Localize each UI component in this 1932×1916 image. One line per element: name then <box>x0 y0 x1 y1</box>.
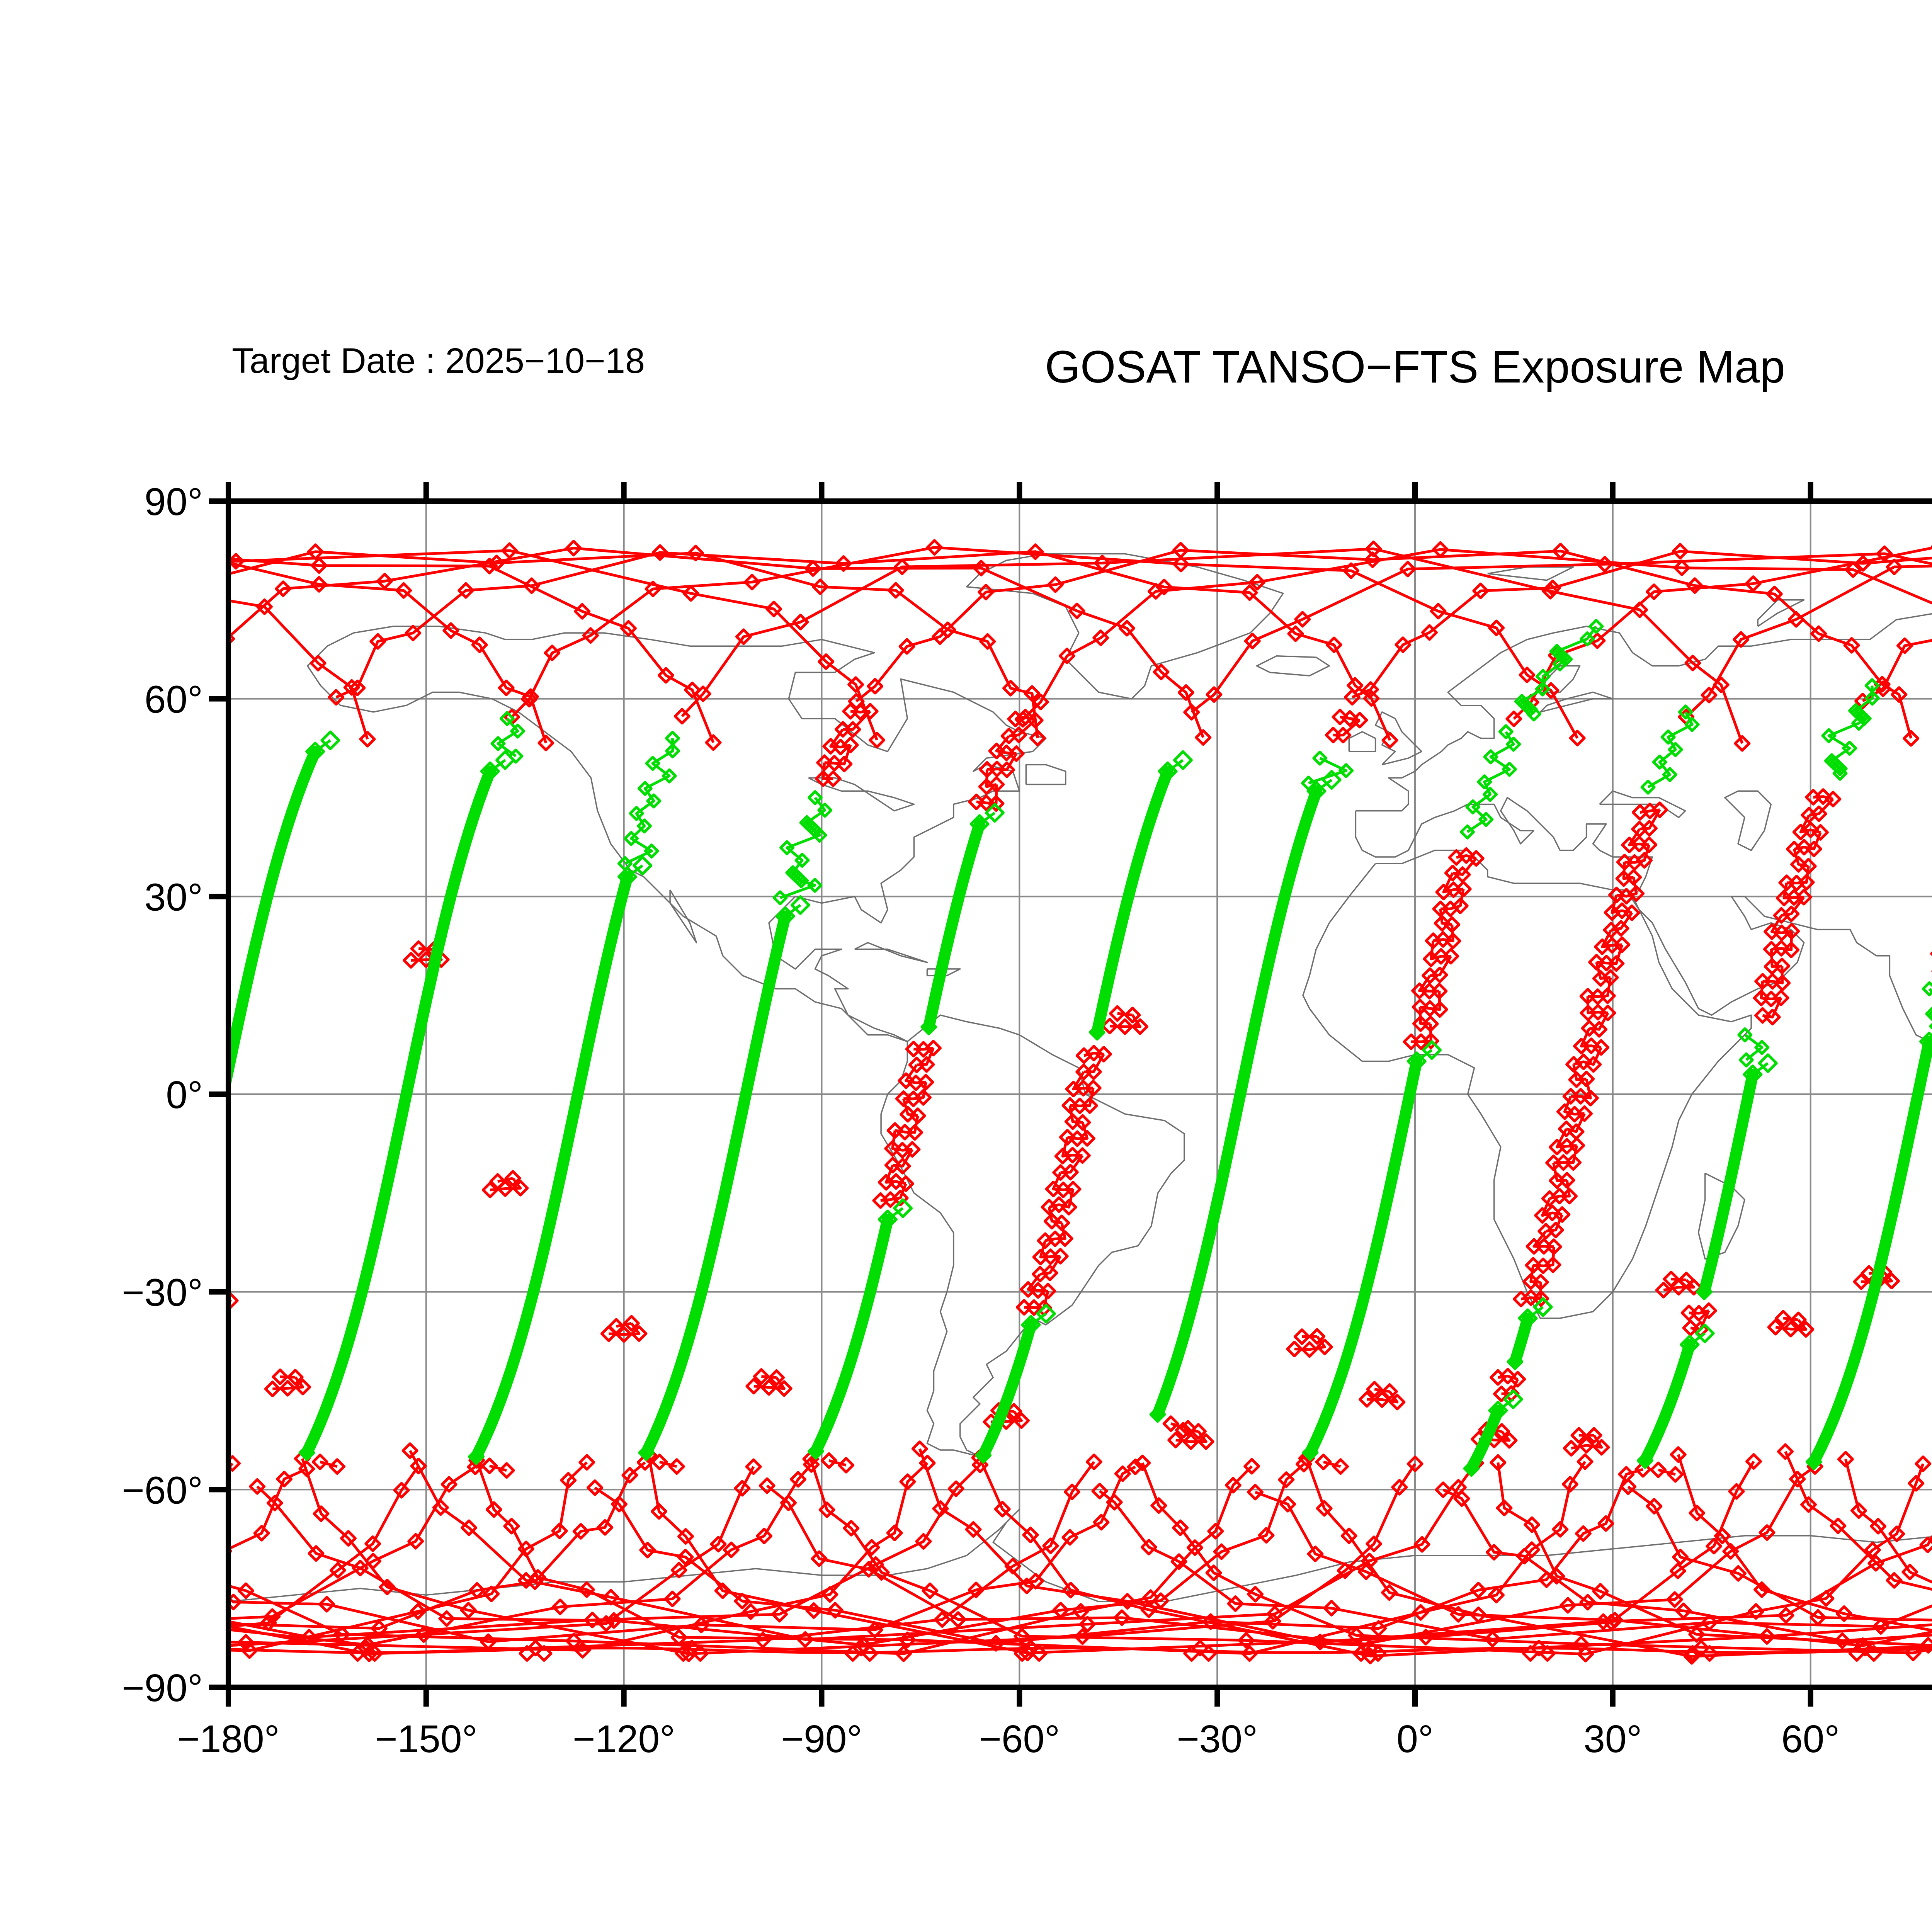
page-title: GOSAT TANSO−FTS Exposure Map <box>1045 342 1785 393</box>
plot-frame <box>209 482 1932 1707</box>
grid-lines <box>228 501 1932 1687</box>
y-tick-label: 90° <box>145 480 203 524</box>
x-tick-label: −30° <box>1177 1717 1258 1761</box>
y-tick-label: −30° <box>122 1271 203 1314</box>
x-tick-label: −120° <box>573 1717 675 1761</box>
axis-tick-labels: −180°−150°−120°−90°−60°−30°0°30°60°90°12… <box>122 480 1840 1761</box>
x-tick-label: 30° <box>1583 1717 1642 1761</box>
x-tick-label: −90° <box>781 1717 862 1761</box>
ob1d-track-path <box>228 546 1932 1658</box>
y-tick-label: −90° <box>122 1666 203 1710</box>
frame-path <box>209 482 1932 1707</box>
coastline-path <box>228 553 1932 1603</box>
y-tick-label: 30° <box>145 876 203 919</box>
ob1d-tracks <box>228 539 1932 1665</box>
x-tick-label: 60° <box>1781 1717 1840 1761</box>
y-tick-label: 0° <box>166 1073 203 1117</box>
ob1d-track-path <box>228 539 1932 1665</box>
grid-line <box>228 501 1932 1687</box>
y-tick-label: −60° <box>122 1469 203 1512</box>
coastlines <box>228 553 1932 1603</box>
x-tick-label: 0° <box>1396 1717 1434 1761</box>
x-tick-label: −180° <box>177 1717 279 1761</box>
spod-track-path <box>298 619 1932 1477</box>
spod-track-path <box>228 746 1932 1474</box>
spod-track-path <box>314 626 1932 1412</box>
x-tick-label: −150° <box>375 1717 477 1761</box>
x-tick-label: −60° <box>979 1717 1060 1761</box>
y-tick-label: 60° <box>145 678 203 721</box>
target-date-label: Target Date : 2025−10−18 <box>232 341 645 381</box>
spod-tracks <box>228 619 1932 1477</box>
